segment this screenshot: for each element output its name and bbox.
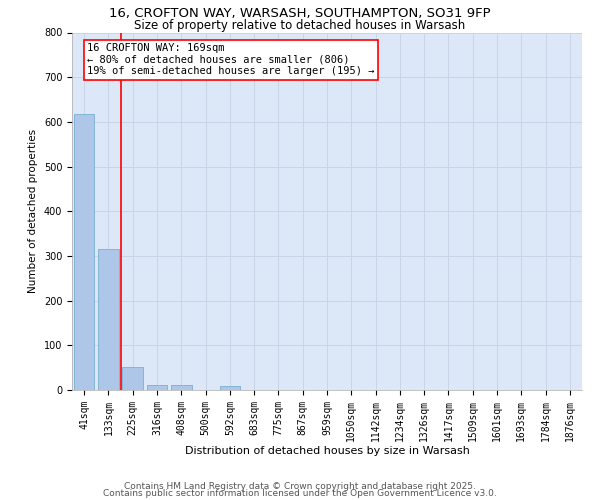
Bar [98, 249, 119, 390]
Text: Size of property relative to detached houses in Warsash: Size of property relative to detached ho… [134, 19, 466, 32]
Bar [146, 385, 167, 390]
Text: 16, CROFTON WAY, WARSASH, SOUTHAMPTON, SO31 9FP: 16, CROFTON WAY, WARSASH, SOUTHAMPTON, S… [109, 8, 491, 20]
Text: Contains public sector information licensed under the Open Government Licence v3: Contains public sector information licen… [103, 490, 497, 498]
Bar [122, 367, 143, 390]
Text: Contains HM Land Registry data © Crown copyright and database right 2025.: Contains HM Land Registry data © Crown c… [124, 482, 476, 491]
Bar [74, 114, 94, 390]
Bar [171, 385, 191, 390]
X-axis label: Distribution of detached houses by size in Warsash: Distribution of detached houses by size … [185, 446, 469, 456]
Text: 16 CROFTON WAY: 169sqm
← 80% of detached houses are smaller (806)
19% of semi-de: 16 CROFTON WAY: 169sqm ← 80% of detached… [88, 43, 375, 76]
Y-axis label: Number of detached properties: Number of detached properties [28, 129, 38, 294]
Bar [220, 386, 240, 390]
